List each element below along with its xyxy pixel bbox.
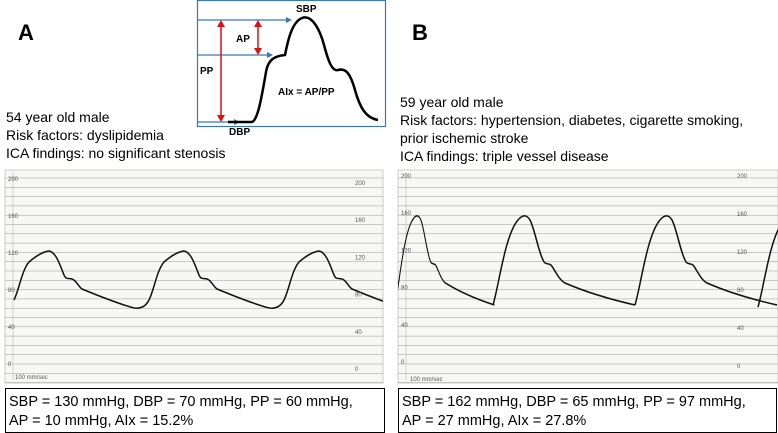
speed-label: 100 mm/sec <box>15 375 48 381</box>
tracing-paper <box>397 169 778 384</box>
description-line: prior ischemic stroke <box>400 130 529 146</box>
scale-label: 200 <box>737 174 748 180</box>
scale-label: 120 <box>737 250 748 256</box>
ap-label: AP <box>236 34 250 45</box>
scale-label: 200 <box>8 177 19 183</box>
scale-label: 120 <box>8 251 19 257</box>
panel-label: A <box>18 20 34 45</box>
summary-box <box>398 388 777 433</box>
scale-label: 40 <box>8 325 15 331</box>
scale-label: 80 <box>737 288 744 294</box>
scale-label: 40 <box>401 323 408 329</box>
description-line: 54 year old male <box>6 109 110 125</box>
scale-label: 160 <box>737 212 748 218</box>
dbp-label: DBP <box>229 127 250 138</box>
description-line: 59 year old male <box>400 94 504 110</box>
sbp-label: SBP <box>296 4 317 15</box>
scale-label: 120 <box>355 255 366 261</box>
scale-label: 160 <box>8 214 19 220</box>
scale-label: 120 <box>401 248 412 254</box>
scale-label: 200 <box>355 181 366 187</box>
panel-label: B <box>412 20 428 45</box>
scale-label: 40 <box>355 330 362 336</box>
description-line: Risk factors: dyslipidemia <box>6 127 164 143</box>
pp-label: PP <box>200 66 214 77</box>
description-line: ICA findings: triple vessel disease <box>400 148 609 164</box>
scale-label: 160 <box>401 211 412 217</box>
description-line: ICA findings: no significant stenosis <box>6 145 225 161</box>
summary-line: AP = 10 mmHg, AIx = 15.2% <box>9 413 193 429</box>
scale-label: 80 <box>401 286 408 292</box>
scale-label: 0 <box>401 360 405 366</box>
scale-label: 160 <box>355 218 366 224</box>
scale-label: 0 <box>8 362 12 368</box>
scale-label: 80 <box>8 288 15 294</box>
description-line: Risk factors: hypertension, diabetes, ci… <box>400 112 743 128</box>
scale-label: 200 <box>401 174 412 180</box>
scale-label: 0 <box>355 367 359 373</box>
summary-line: SBP = 162 mmHg, DBP = 65 mmHg, PP = 97 m… <box>402 394 746 410</box>
summary-line: AP = 27 mmHg, AIx = 27.8% <box>402 413 586 429</box>
speed-label: 100 mm/sec <box>410 377 443 383</box>
scale-label: 80 <box>355 293 362 299</box>
summary-line: SBP = 130 mmHg, DBP = 70 mmHg, PP = 60 m… <box>9 394 353 410</box>
scale-label: 0 <box>737 364 741 370</box>
aix-label: AIx = AP/PP <box>278 87 335 98</box>
summary-box <box>5 388 385 433</box>
inset-diagram: SBP AP PP AIx = AP/PP DBP <box>196 0 387 138</box>
tracing-paper <box>4 169 384 384</box>
scale-label: 40 <box>737 326 744 332</box>
